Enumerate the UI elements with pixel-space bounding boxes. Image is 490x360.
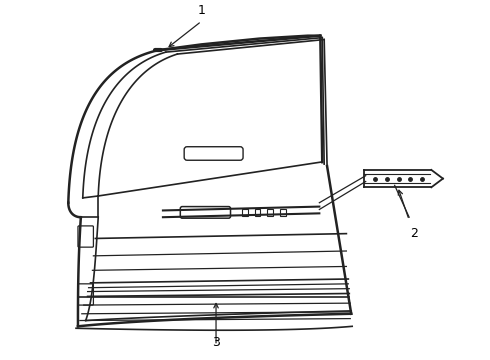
FancyBboxPatch shape <box>280 208 286 216</box>
FancyBboxPatch shape <box>267 208 273 216</box>
FancyBboxPatch shape <box>184 147 243 160</box>
FancyBboxPatch shape <box>255 208 261 216</box>
FancyBboxPatch shape <box>242 208 248 216</box>
Text: 1: 1 <box>197 4 205 17</box>
Text: 3: 3 <box>212 337 220 350</box>
FancyBboxPatch shape <box>78 226 94 247</box>
FancyBboxPatch shape <box>180 207 230 218</box>
FancyBboxPatch shape <box>78 284 94 305</box>
Text: 2: 2 <box>410 227 418 240</box>
